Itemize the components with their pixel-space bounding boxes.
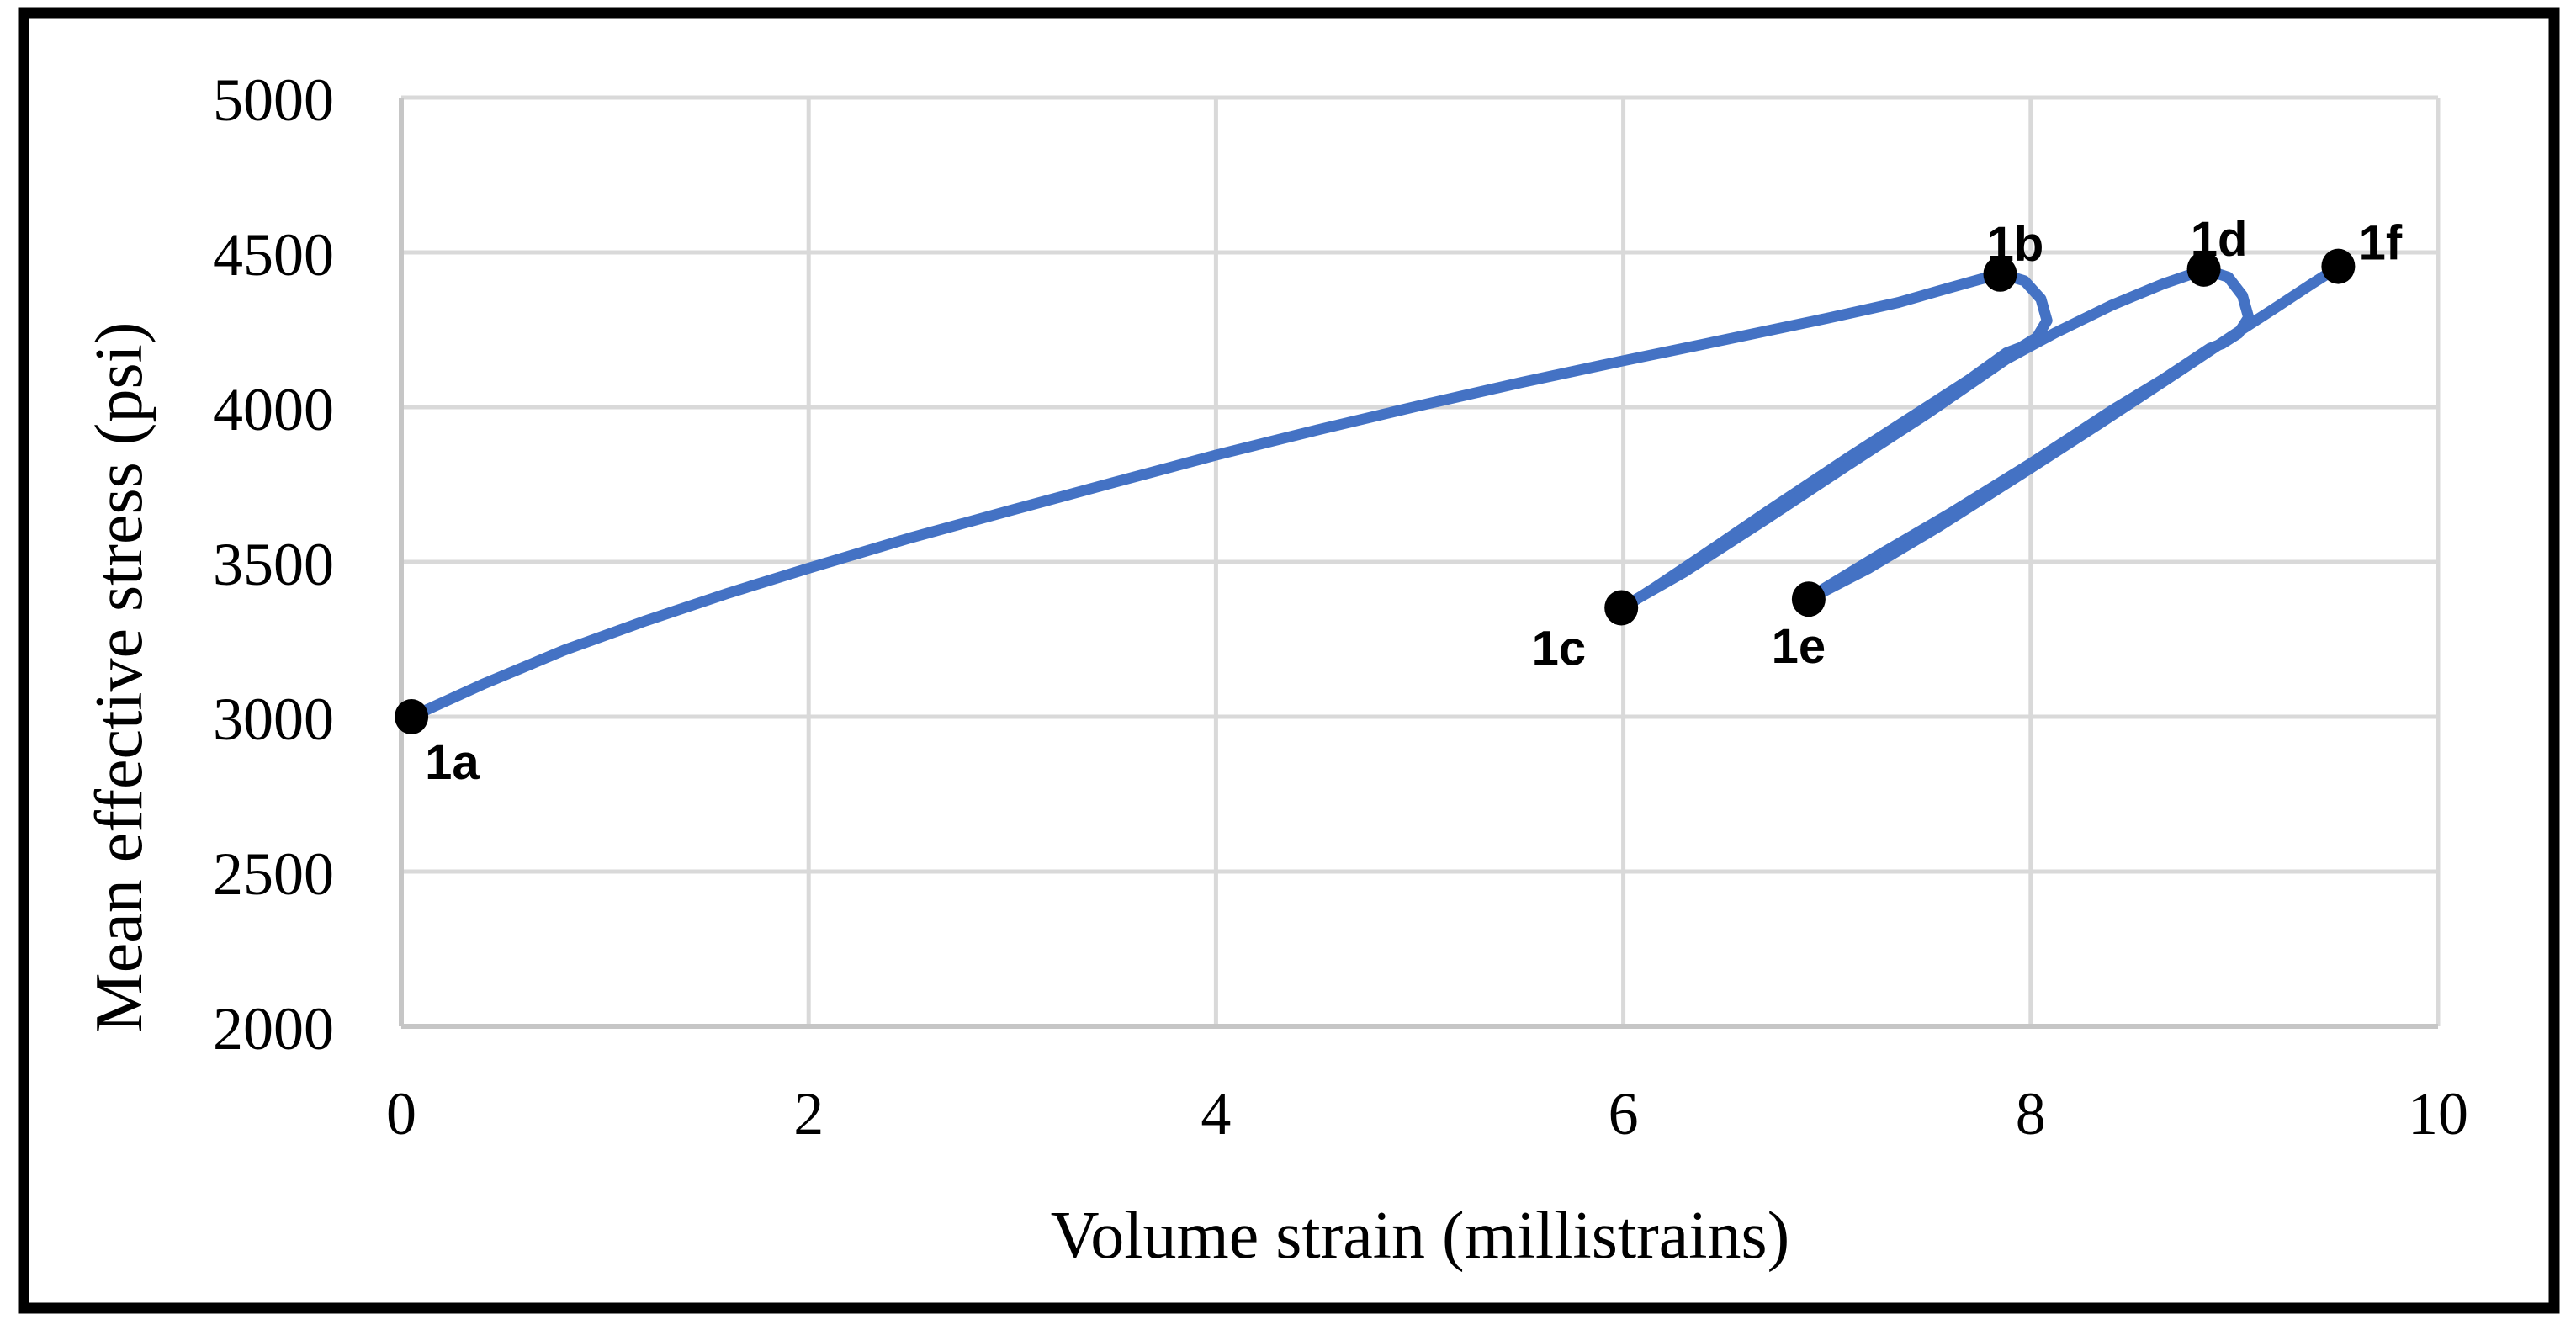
y-tick-label-3000: 3000 <box>213 686 334 753</box>
x-tick-label-0: 0 <box>386 1080 416 1147</box>
series-reloading-1e-to-1f <box>1803 261 2344 605</box>
x-tick-label-10: 10 <box>2408 1080 2468 1147</box>
series-lines <box>405 261 2344 723</box>
point-labels: 1a 1b 1c 1d 1e 1f <box>425 212 2403 790</box>
x-tick-labels: 0 2 4 6 8 10 <box>386 1080 2468 1147</box>
series-unloading-1b-to-1c <box>1615 268 2053 613</box>
x-tick-label-4: 4 <box>1201 1080 1231 1147</box>
data-point-1e <box>1791 581 1826 617</box>
figure-border-rect <box>18 7 2560 1314</box>
series-loading-1a-to-1b <box>405 268 2006 723</box>
y-tick-label-2000: 2000 <box>213 995 334 1062</box>
point-label-1b: 1b <box>1987 217 2044 272</box>
y-tick-label-3500: 3500 <box>213 531 334 598</box>
data-point-1f <box>2321 248 2356 284</box>
data-point-1c <box>1604 590 1639 626</box>
y-tick-label-5000: 5000 <box>213 66 334 134</box>
y-tick-label-4500: 4500 <box>213 221 334 289</box>
x-tick-label-8: 8 <box>2016 1080 2046 1147</box>
y-tick-label-4000: 4000 <box>213 376 334 443</box>
point-label-1e: 1e <box>1772 619 1826 674</box>
y-tick-labels: 2000 2500 3000 3500 4000 4500 5000 <box>213 66 334 1062</box>
axis-lines <box>399 98 2438 1029</box>
data-point-1d <box>2186 251 2221 287</box>
x-tick-label-2: 2 <box>793 1080 824 1147</box>
point-label-1c: 1c <box>1532 622 1587 676</box>
point-markers <box>395 248 2356 734</box>
y-tick-label-2500: 2500 <box>213 840 334 908</box>
point-label-1d: 1d <box>2191 212 2248 267</box>
point-label-1a: 1a <box>425 735 480 790</box>
x-tick-label-6: 6 <box>1609 1080 1639 1147</box>
data-point-1b <box>1983 256 2017 292</box>
y-axis-title: Mean effective stress (psi) <box>82 322 156 1033</box>
x-axis-title: Volume strain (millistrains) <box>1051 1199 1789 1273</box>
gridlines <box>399 95 2441 1029</box>
series-reloading-1c-to-1d <box>1615 263 2210 613</box>
point-label-1f: 1f <box>2359 216 2403 271</box>
data-point-1a <box>395 699 429 734</box>
